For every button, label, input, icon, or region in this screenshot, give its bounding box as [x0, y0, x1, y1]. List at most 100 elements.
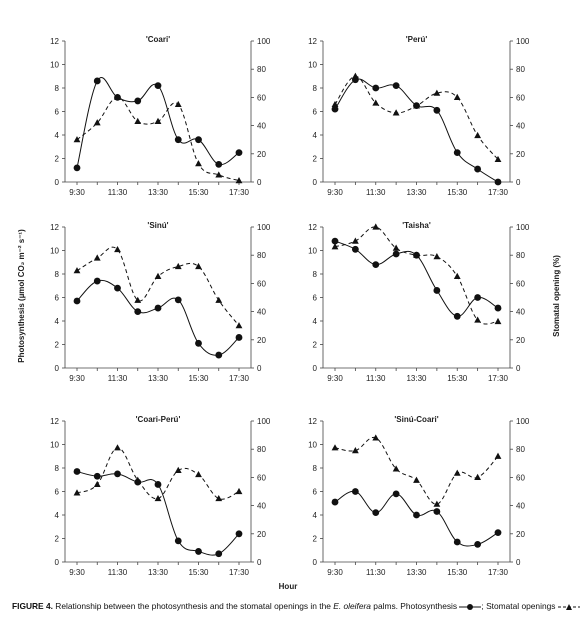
x-tick-label: 9:30 [327, 568, 343, 577]
x-axis-label: Hour [279, 582, 298, 591]
right-tick-label: 20 [516, 150, 525, 159]
photosynthesis-point [134, 308, 142, 315]
right-tick-label: 0 [257, 558, 262, 567]
x-tick-label: 11:30 [108, 374, 128, 383]
left-tick-label: 6 [55, 108, 60, 117]
photosynthesis-point [453, 312, 461, 320]
x-tick-label: 17:30 [488, 374, 509, 383]
stomatal-opening-point [174, 262, 182, 270]
left-tick-label: 10 [308, 61, 317, 70]
panel-title: 'Coari-Perú' [136, 415, 181, 424]
photosynthesis-point [93, 472, 101, 480]
x-tick-label: 13:30 [148, 568, 169, 577]
right-tick-label: 100 [257, 223, 271, 232]
stomatal-opening-point [433, 253, 441, 260]
photosynthesis-point [114, 284, 121, 292]
caption-species: E. oleifera [333, 601, 371, 611]
left-tick-label: 8 [313, 84, 318, 93]
stomatal-opening-point [235, 487, 243, 495]
right-tick-label: 60 [257, 93, 266, 102]
left-tick-label: 4 [55, 511, 60, 520]
left-tick-label: 2 [313, 155, 318, 164]
caption-text-2: palms. Photosynthesis [370, 601, 460, 611]
stomatal-legend-symbol [557, 603, 580, 610]
stomatal-opening-point [433, 89, 441, 96]
x-tick-label: 15:30 [447, 568, 468, 577]
x-tick-label: 15:30 [188, 374, 209, 383]
photosynthesis-point [392, 490, 400, 498]
right-tick-label: 40 [257, 308, 266, 317]
right-tick-label: 0 [516, 178, 521, 187]
photosynthesis-point [174, 296, 182, 304]
photosynthesis-line [76, 279, 240, 356]
photosynthesis-point [174, 136, 182, 144]
chart-panel: 0 2 4 6 8 10 12 0 20 40 60 80 100 9:30 11:30 13:30 15:30… [50, 35, 271, 197]
x-tick-label: 11:30 [366, 568, 386, 577]
photosynthesis-point [134, 97, 142, 105]
right-tick-label: 60 [257, 279, 266, 288]
x-tick-label: 13:30 [406, 374, 427, 383]
x-tick-label: 11:30 [108, 188, 128, 197]
photosynthesis-legend-symbol [459, 603, 482, 610]
x-tick-label: 15:30 [447, 188, 468, 197]
photosynthesis-point [331, 237, 339, 245]
stomatal-opening-point [93, 119, 101, 126]
photosynthesis-point [453, 538, 461, 546]
photosynthesis-point [235, 149, 243, 157]
photosynthesis-point [73, 468, 81, 475]
left-tick-label: 2 [313, 341, 318, 350]
right-tick-label: 0 [516, 558, 521, 567]
left-tick-label: 8 [55, 464, 60, 473]
panel-title: 'Sinú-Coari' [394, 415, 438, 424]
stomatal-opening-point [474, 316, 482, 323]
stomatal-opening-point [235, 322, 243, 329]
x-tick-label: 15:30 [188, 188, 209, 197]
left-tick-label: 10 [50, 247, 59, 256]
stomatal-opening-point [114, 93, 121, 100]
right-tick-label: 60 [516, 93, 525, 102]
left-tick-label: 12 [50, 37, 59, 46]
stomatal-opening-point [453, 93, 461, 100]
stomatal-opening-point [114, 444, 121, 451]
stomatal-opening-point [494, 155, 502, 163]
left-tick-label: 2 [313, 535, 318, 544]
right-tick-label: 100 [257, 417, 271, 426]
stomatal-opening-point [154, 272, 162, 279]
left-tick-label: 8 [55, 84, 60, 93]
photosynthesis-point [433, 508, 441, 515]
left-tick-label: 4 [313, 317, 318, 326]
panel-title: 'Perú' [406, 35, 428, 44]
stomatal-opening-point [215, 171, 223, 178]
right-tick-label: 80 [257, 65, 266, 74]
stomatal-opening-point [154, 494, 162, 502]
stomatal-opening-point [114, 245, 121, 253]
photosynthesis-point [494, 529, 502, 537]
left-tick-label: 6 [313, 488, 318, 497]
left-tick-label: 12 [308, 223, 317, 232]
left-tick-label: 12 [50, 417, 59, 426]
stomatal-opening-point [453, 272, 461, 279]
left-tick-label: 10 [50, 61, 59, 70]
left-tick-label: 12 [308, 417, 317, 426]
x-tick-label: 11:30 [366, 374, 386, 383]
right-tick-label: 40 [257, 502, 266, 511]
stomatal-opening-point [195, 262, 202, 270]
right-tick-label: 20 [257, 530, 266, 539]
stomatal-opening-line [334, 75, 499, 160]
photosynthesis-point [93, 77, 101, 85]
x-tick-label: 17:30 [229, 374, 250, 383]
right-tick-label: 40 [516, 502, 525, 511]
stomatal-opening-point [73, 267, 81, 274]
photosynthesis-point [331, 105, 339, 113]
x-tick-label: 9:30 [69, 374, 85, 383]
x-tick-label: 9:30 [327, 374, 343, 383]
right-tick-label: 0 [257, 178, 262, 187]
right-tick-label: 60 [516, 279, 525, 288]
stomatal-opening-point [413, 251, 420, 258]
stomatal-opening-point [413, 102, 420, 109]
x-tick-label: 17:30 [488, 568, 509, 577]
stomatal-opening-point [372, 223, 380, 230]
right-tick-label: 20 [257, 336, 266, 345]
stomatal-opening-point [351, 237, 359, 244]
panel-title: 'Sinú' [147, 221, 168, 230]
